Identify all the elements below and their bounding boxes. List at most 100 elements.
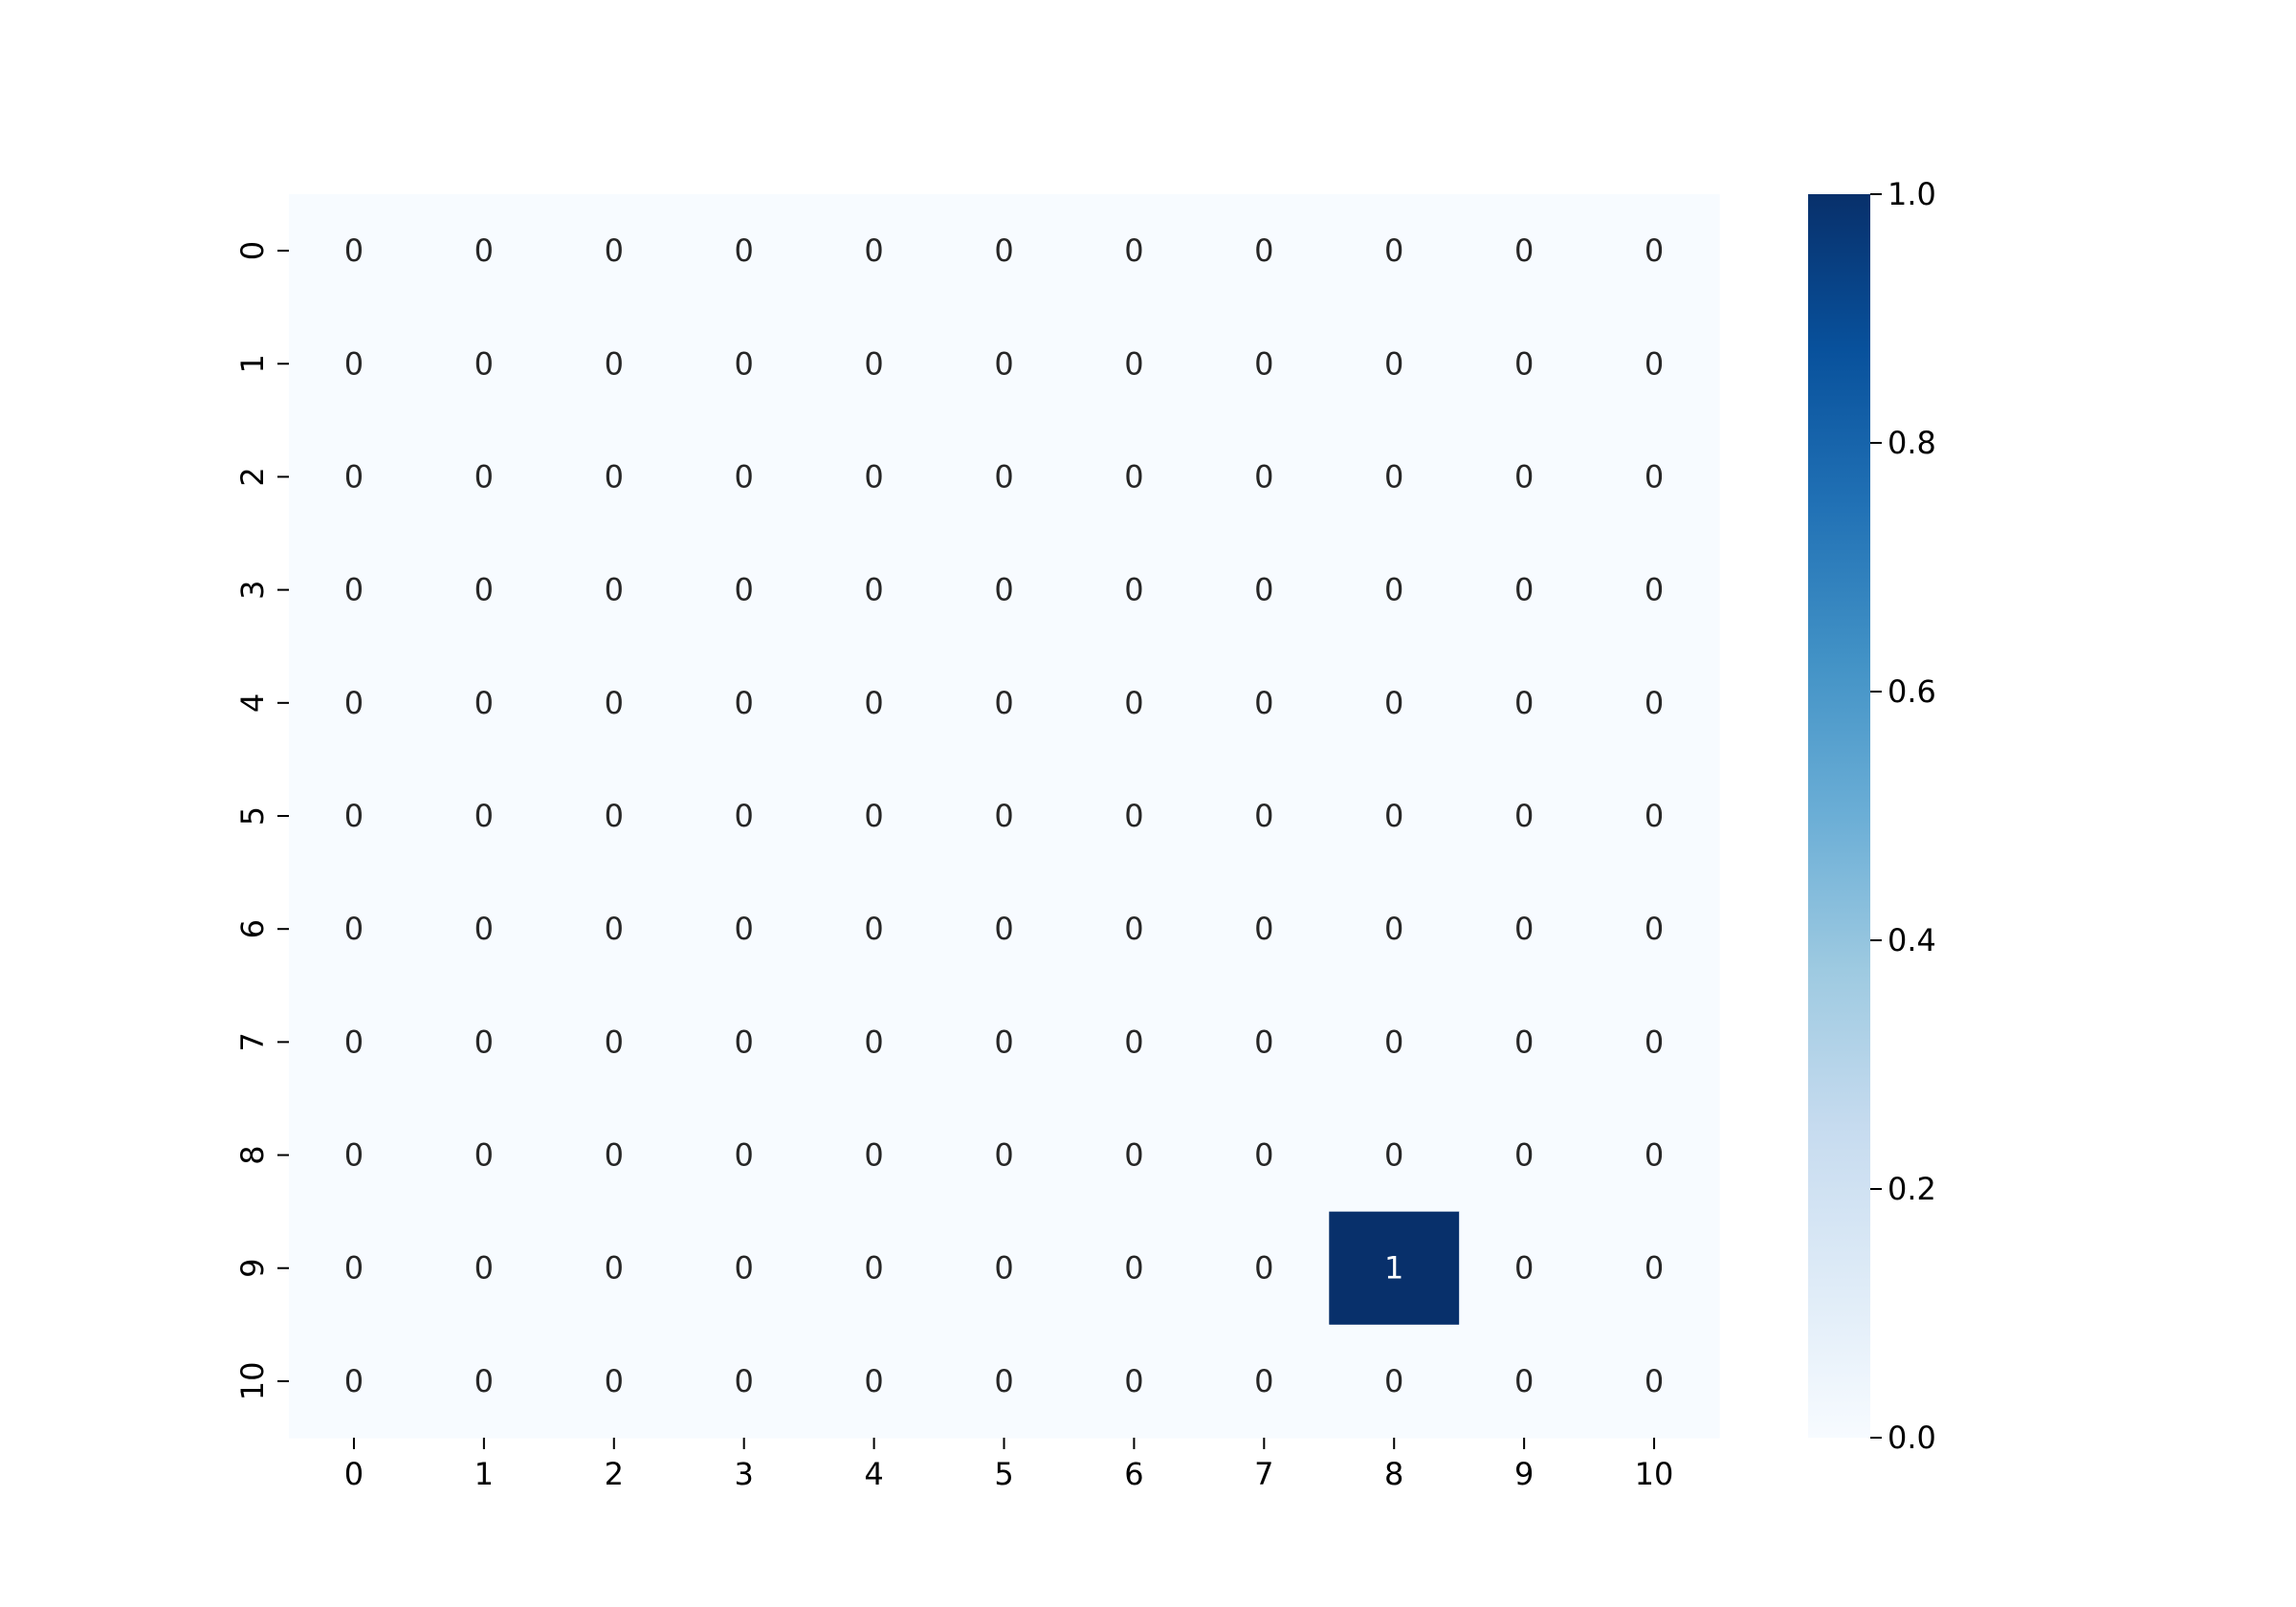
heatmap-cell [289,420,420,535]
heatmap-cell [808,872,940,986]
cell-annotation: 0 [344,1137,364,1174]
cell-annotation: 0 [864,1024,883,1060]
heatmap-cell [1199,194,1330,308]
heatmap-cell [418,194,550,308]
cell-annotation: 0 [1254,232,1273,269]
colorbar-tick-label: 0.8 [1888,425,1936,461]
cell-annotation: 0 [344,911,364,947]
cell-annotation: 0 [994,232,1013,269]
heatmap-cell [678,985,810,1100]
cell-annotation: 0 [1254,1363,1273,1399]
heatmap-cell [1329,872,1460,986]
heatmap-cell [678,194,810,308]
cell-annotation: 0 [1645,1137,1664,1174]
cell-annotation: 0 [1254,345,1273,382]
heatmap-cell [548,1098,680,1213]
heatmap-cell [808,307,940,421]
heatmap-cell [548,194,680,308]
cell-annotation: 0 [344,1024,364,1060]
heatmap-cell [289,985,420,1100]
cell-annotation: 0 [344,1363,364,1399]
cell-annotation: 0 [475,798,494,834]
y-tick-label: 9 [234,1259,271,1278]
heatmap-cell [938,194,1071,308]
colorbar-tick-label: 1.0 [1888,176,1936,212]
cell-annotation: 0 [1384,1363,1403,1399]
cell-annotation: 0 [1254,572,1273,608]
y-tick-label: 7 [234,1032,271,1051]
colorbar-tick-label: 0.0 [1888,1420,1936,1456]
heatmap-cell [1199,307,1330,421]
cell-annotation: 0 [605,1024,624,1060]
heatmap-cell [1589,759,1720,873]
cell-annotation: 0 [1384,1137,1403,1174]
y-tick-label: 6 [234,919,271,938]
cell-annotation: 0 [994,1363,1013,1399]
cell-annotation: 0 [475,1250,494,1287]
heatmap-cell [1459,194,1590,308]
heatmap-cell [808,759,940,873]
cell-annotation: 0 [1514,911,1534,947]
heatmap-cell [1589,872,1720,986]
heatmap-cell [1589,1211,1720,1326]
heatmap-cell [548,307,680,421]
heatmap-cell [548,759,680,873]
cell-annotation: 0 [994,1250,1013,1287]
cell-annotation: 0 [1254,1137,1273,1174]
heatmap-cell [548,1324,680,1439]
cell-annotation: 0 [1384,572,1403,608]
heatmap-cell [1459,646,1590,760]
heatmap-cell [1069,985,1200,1100]
cell-annotation: 0 [344,458,364,495]
cell-annotation: 0 [1384,798,1403,834]
heatmap-cell [1069,420,1200,535]
heatmap-cell [678,759,810,873]
cell-annotation: 0 [344,798,364,834]
heatmap-cell [1199,1211,1330,1326]
heatmap-cell [1199,1098,1330,1213]
cell-annotation: 0 [1254,1024,1273,1060]
heatmap-cell [1329,420,1460,535]
heatmap-cell [808,533,940,648]
y-tick-label: 2 [234,467,271,486]
heatmap-cell [1459,872,1590,986]
cell-annotation: 0 [1514,345,1534,382]
heatmap-cell [1589,307,1720,421]
cell-annotation: 0 [735,685,754,721]
heatmap-cell [289,533,420,648]
y-tick-label: 4 [234,693,271,713]
cell-annotation: 0 [475,1363,494,1399]
heatmap-cell [938,759,1071,873]
heatmap-cell [548,872,680,986]
cell-annotation: 0 [1124,232,1143,269]
cell-annotation: 0 [1645,798,1664,834]
x-tick-label: 1 [475,1456,494,1492]
heatmap-cell [938,1324,1071,1439]
cell-annotation: 0 [864,1137,883,1174]
heatmap-cell [1069,1324,1200,1439]
heatmap-cell [1329,1098,1460,1213]
cell-annotation: 0 [994,345,1013,382]
heatmap-cell [1069,759,1200,873]
heatmap-cell [289,646,420,760]
x-tick-label: 4 [864,1456,883,1492]
cell-annotation: 0 [605,1363,624,1399]
y-tick-label: 3 [234,580,271,599]
cell-annotation: 0 [1124,1363,1143,1399]
heatmap-cell [289,1211,420,1326]
heatmap-cell [1329,646,1460,760]
cell-annotation: 0 [1384,911,1403,947]
cell-annotation: 0 [994,911,1013,947]
heatmap-cell [1199,759,1330,873]
cell-annotation: 0 [864,685,883,721]
cell-annotation: 0 [1514,798,1534,834]
cell-annotation: 0 [1124,798,1143,834]
cell-annotation: 0 [864,572,883,608]
colorbar-gradient [1808,194,1870,1438]
heatmap-cell [1199,1324,1330,1439]
heatmap-cell [1329,307,1460,421]
heatmap-cell [548,985,680,1100]
heatmap-cell [1069,194,1200,308]
heatmap-cell [1069,1211,1200,1326]
heatmap-cell [808,646,940,760]
